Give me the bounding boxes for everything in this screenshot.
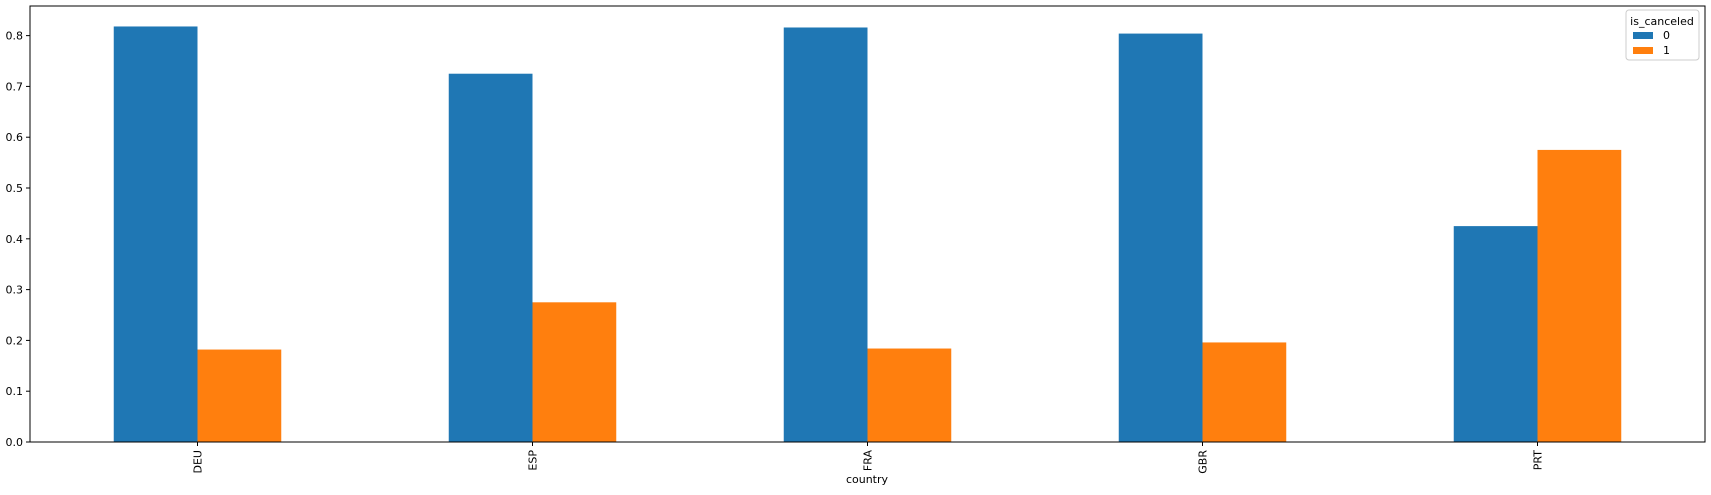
- legend-label-series-1: 1: [1663, 44, 1670, 57]
- legend-entries: 01: [1633, 29, 1670, 57]
- bar-esp-series-1: [532, 302, 617, 442]
- bar-prt-series-1: [1537, 149, 1622, 442]
- bar-gbr-series-1: [1202, 342, 1287, 442]
- y-tick-label: 0.4: [6, 233, 24, 246]
- y-tick-label: 0.6: [6, 131, 24, 144]
- y-tick-label: 0.0: [6, 436, 24, 449]
- legend-title: is_canceled: [1630, 15, 1694, 28]
- y-axis: 0.0 0.1 0.2 0.3 0.4 0.5 0.6 0.7 0.8: [6, 30, 30, 449]
- y-tick-label: 0.8: [6, 30, 24, 43]
- y-tick-label: 0.3: [6, 284, 24, 297]
- bar-fra-series-1: [867, 348, 952, 442]
- legend-label-series-0: 0: [1663, 29, 1670, 42]
- x-tick-label-deu: DEU: [192, 450, 205, 473]
- legend-swatch-series-0: [1633, 32, 1653, 39]
- bar-gbr-series-0: [1118, 33, 1203, 442]
- y-tick-label: 0.2: [6, 334, 24, 347]
- bar-deu-series-0: [113, 26, 198, 442]
- bar-prt-series-0: [1453, 226, 1538, 442]
- y-tick-label: 0.5: [6, 182, 24, 195]
- x-tick-label-esp: ESP: [527, 450, 540, 471]
- y-tick-label: 0.7: [6, 80, 24, 93]
- bar-deu-series-1: [197, 349, 282, 442]
- x-axis: DEU ESP FRA GBR PRT: [192, 442, 1545, 474]
- bar-fra-series-0: [783, 27, 868, 443]
- bars-layer: [113, 26, 1622, 443]
- legend-swatch-series-1: [1633, 47, 1653, 54]
- x-tick-label-gbr: GBR: [1197, 450, 1210, 474]
- legend: is_canceled 01: [1625, 9, 1700, 61]
- y-tick-label: 0.1: [6, 385, 24, 398]
- x-axis-label: country: [846, 473, 889, 486]
- bar-esp-series-0: [448, 73, 533, 443]
- x-tick-label-fra: FRA: [862, 450, 875, 472]
- x-tick-label-prt: PRT: [1532, 450, 1545, 470]
